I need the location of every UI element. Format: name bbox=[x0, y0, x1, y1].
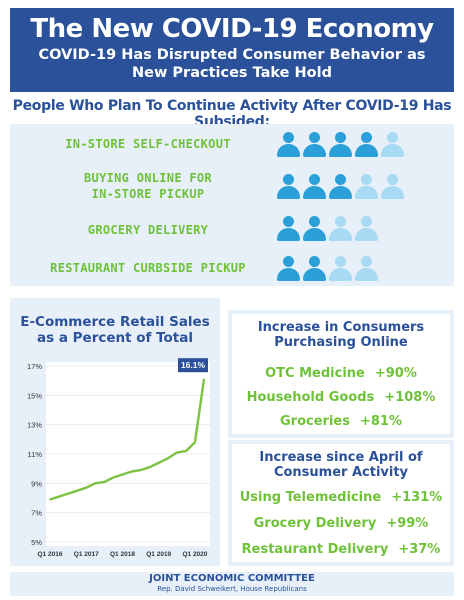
person-icon bbox=[354, 216, 379, 242]
footer: JOINT ECONOMIC COMMITTEE Rep. David Schw… bbox=[10, 572, 454, 596]
data-point bbox=[148, 466, 151, 468]
data-point bbox=[194, 441, 196, 444]
stat-value: +90% bbox=[374, 366, 417, 381]
person-icon bbox=[302, 174, 327, 200]
person-icon bbox=[302, 256, 327, 282]
y-tick-label: 11% bbox=[28, 450, 43, 459]
stat-line: Groceries +81% bbox=[232, 414, 450, 429]
x-tick-label: Q1 2020 bbox=[182, 551, 207, 558]
data-point bbox=[85, 486, 88, 489]
ecommerce-line-chart: 5% 7% 9% 11% 13% 15% 17% Q1 2016 Q1 2017 Q1 2018 Q… bbox=[27, 358, 210, 558]
person-icon bbox=[302, 216, 327, 242]
activities-panel: IN-STORE SELF-CHECKOUT BUYING ONLINE FOR… bbox=[10, 124, 454, 286]
ecommerce-chart-panel: E-Commerce Retail Sales as a Percent of … bbox=[10, 298, 220, 566]
stat-value: +131% bbox=[391, 490, 443, 505]
annotation-box bbox=[178, 358, 208, 373]
data-point bbox=[185, 450, 187, 452]
person-icon bbox=[328, 256, 353, 282]
page-title: The New COVID-19 Economy bbox=[30, 14, 434, 44]
person-icon bbox=[380, 132, 405, 158]
online-increase-title: Increase in Consumers Purchasing Online bbox=[257, 320, 425, 350]
april-increase-title: Increase since April of Consumer Activit… bbox=[259, 450, 423, 480]
stat-label: Restaurant Delivery bbox=[241, 542, 389, 557]
online-increase-box: Increase in Consumers Purchasing Online … bbox=[228, 310, 454, 438]
stat-label: Using Telemedicine bbox=[239, 490, 382, 505]
x-tick-label: Q1 2016 bbox=[38, 551, 63, 558]
page-subtitle: COVID-19 Has Disrupted Consumer Behavior… bbox=[38, 47, 426, 81]
data-point bbox=[67, 492, 69, 495]
data-point bbox=[76, 489, 78, 492]
activity-label: IN-STORE SELF-CHECKOUT bbox=[65, 137, 231, 151]
y-tick-label: 9% bbox=[31, 479, 42, 488]
activity-label: BUYING ONLINE FOR IN-STORE PICKUP bbox=[84, 171, 212, 201]
footer-org: JOINT ECONOMIC COMMITTEE bbox=[149, 573, 315, 584]
people-rating bbox=[276, 174, 405, 200]
x-tick-label: Q1 2019 bbox=[146, 551, 171, 558]
person-icon bbox=[354, 174, 379, 200]
data-point bbox=[121, 473, 124, 476]
person-icon bbox=[354, 256, 379, 282]
april-increase-box: Increase since April of Consumer Activit… bbox=[228, 440, 454, 566]
stat-label: Groceries bbox=[280, 414, 350, 429]
y-tick-label: 17% bbox=[27, 362, 42, 371]
person-icon bbox=[276, 216, 301, 242]
person-icon bbox=[328, 174, 353, 200]
stat-line: Restaurant Delivery +37% bbox=[232, 542, 450, 557]
data-point bbox=[166, 457, 169, 460]
people-rating bbox=[276, 216, 379, 242]
data-point bbox=[94, 482, 97, 485]
person-icon bbox=[328, 216, 353, 242]
footer-sponsor: Rep. David Schweikert, House Republicans bbox=[157, 585, 307, 593]
data-point bbox=[139, 469, 142, 471]
y-tick-label: 15% bbox=[27, 391, 42, 400]
y-tick-label: 13% bbox=[27, 421, 42, 430]
data-point bbox=[157, 462, 160, 464]
stat-label: OTC Medicine bbox=[265, 366, 365, 381]
data-point bbox=[112, 476, 115, 479]
activity-label: GROCERY DELIVERY bbox=[87, 223, 209, 237]
x-tick-label: Q1 2018 bbox=[110, 551, 135, 558]
chart-title: E-Commerce Retail Sales as a Percent of … bbox=[20, 314, 210, 346]
person-icon bbox=[354, 132, 379, 158]
person-icon bbox=[276, 174, 301, 200]
annotation-label: 16.1% bbox=[181, 360, 206, 370]
data-point bbox=[58, 495, 60, 498]
stat-line: Using Telemedicine +131% bbox=[232, 490, 450, 505]
stat-line: Grocery Delivery +99% bbox=[232, 516, 450, 531]
people-rating bbox=[276, 132, 405, 158]
stat-value: +81% bbox=[359, 414, 402, 429]
stat-value: +108% bbox=[384, 390, 436, 405]
data-point bbox=[103, 481, 106, 483]
people-rating bbox=[276, 256, 379, 282]
stat-label: Household Goods bbox=[246, 390, 375, 405]
data-point bbox=[203, 378, 205, 380]
person-icon bbox=[302, 132, 327, 158]
data-point bbox=[130, 470, 133, 473]
activity-label: RESTAURANT CURBSIDE PICKUP bbox=[50, 261, 246, 275]
stat-label: Grocery Delivery bbox=[253, 516, 377, 531]
person-icon bbox=[276, 132, 301, 158]
header-banner: The New COVID-19 Economy COVID-19 Has Di… bbox=[10, 8, 454, 92]
person-icon bbox=[380, 174, 405, 200]
person-icon bbox=[328, 132, 353, 158]
data-point bbox=[49, 498, 51, 501]
y-tick-label: 5% bbox=[31, 538, 42, 547]
y-tick-label: 7% bbox=[31, 509, 42, 518]
stat-value: +99% bbox=[386, 516, 429, 531]
person-icon bbox=[276, 256, 301, 282]
stat-line: OTC Medicine +90% bbox=[232, 366, 450, 381]
data-point bbox=[176, 451, 178, 454]
stat-value: +37% bbox=[398, 542, 441, 557]
x-tick-label: Q1 2017 bbox=[74, 551, 99, 558]
series-line bbox=[49, 379, 206, 501]
stat-line: Household Goods +108% bbox=[232, 390, 450, 405]
